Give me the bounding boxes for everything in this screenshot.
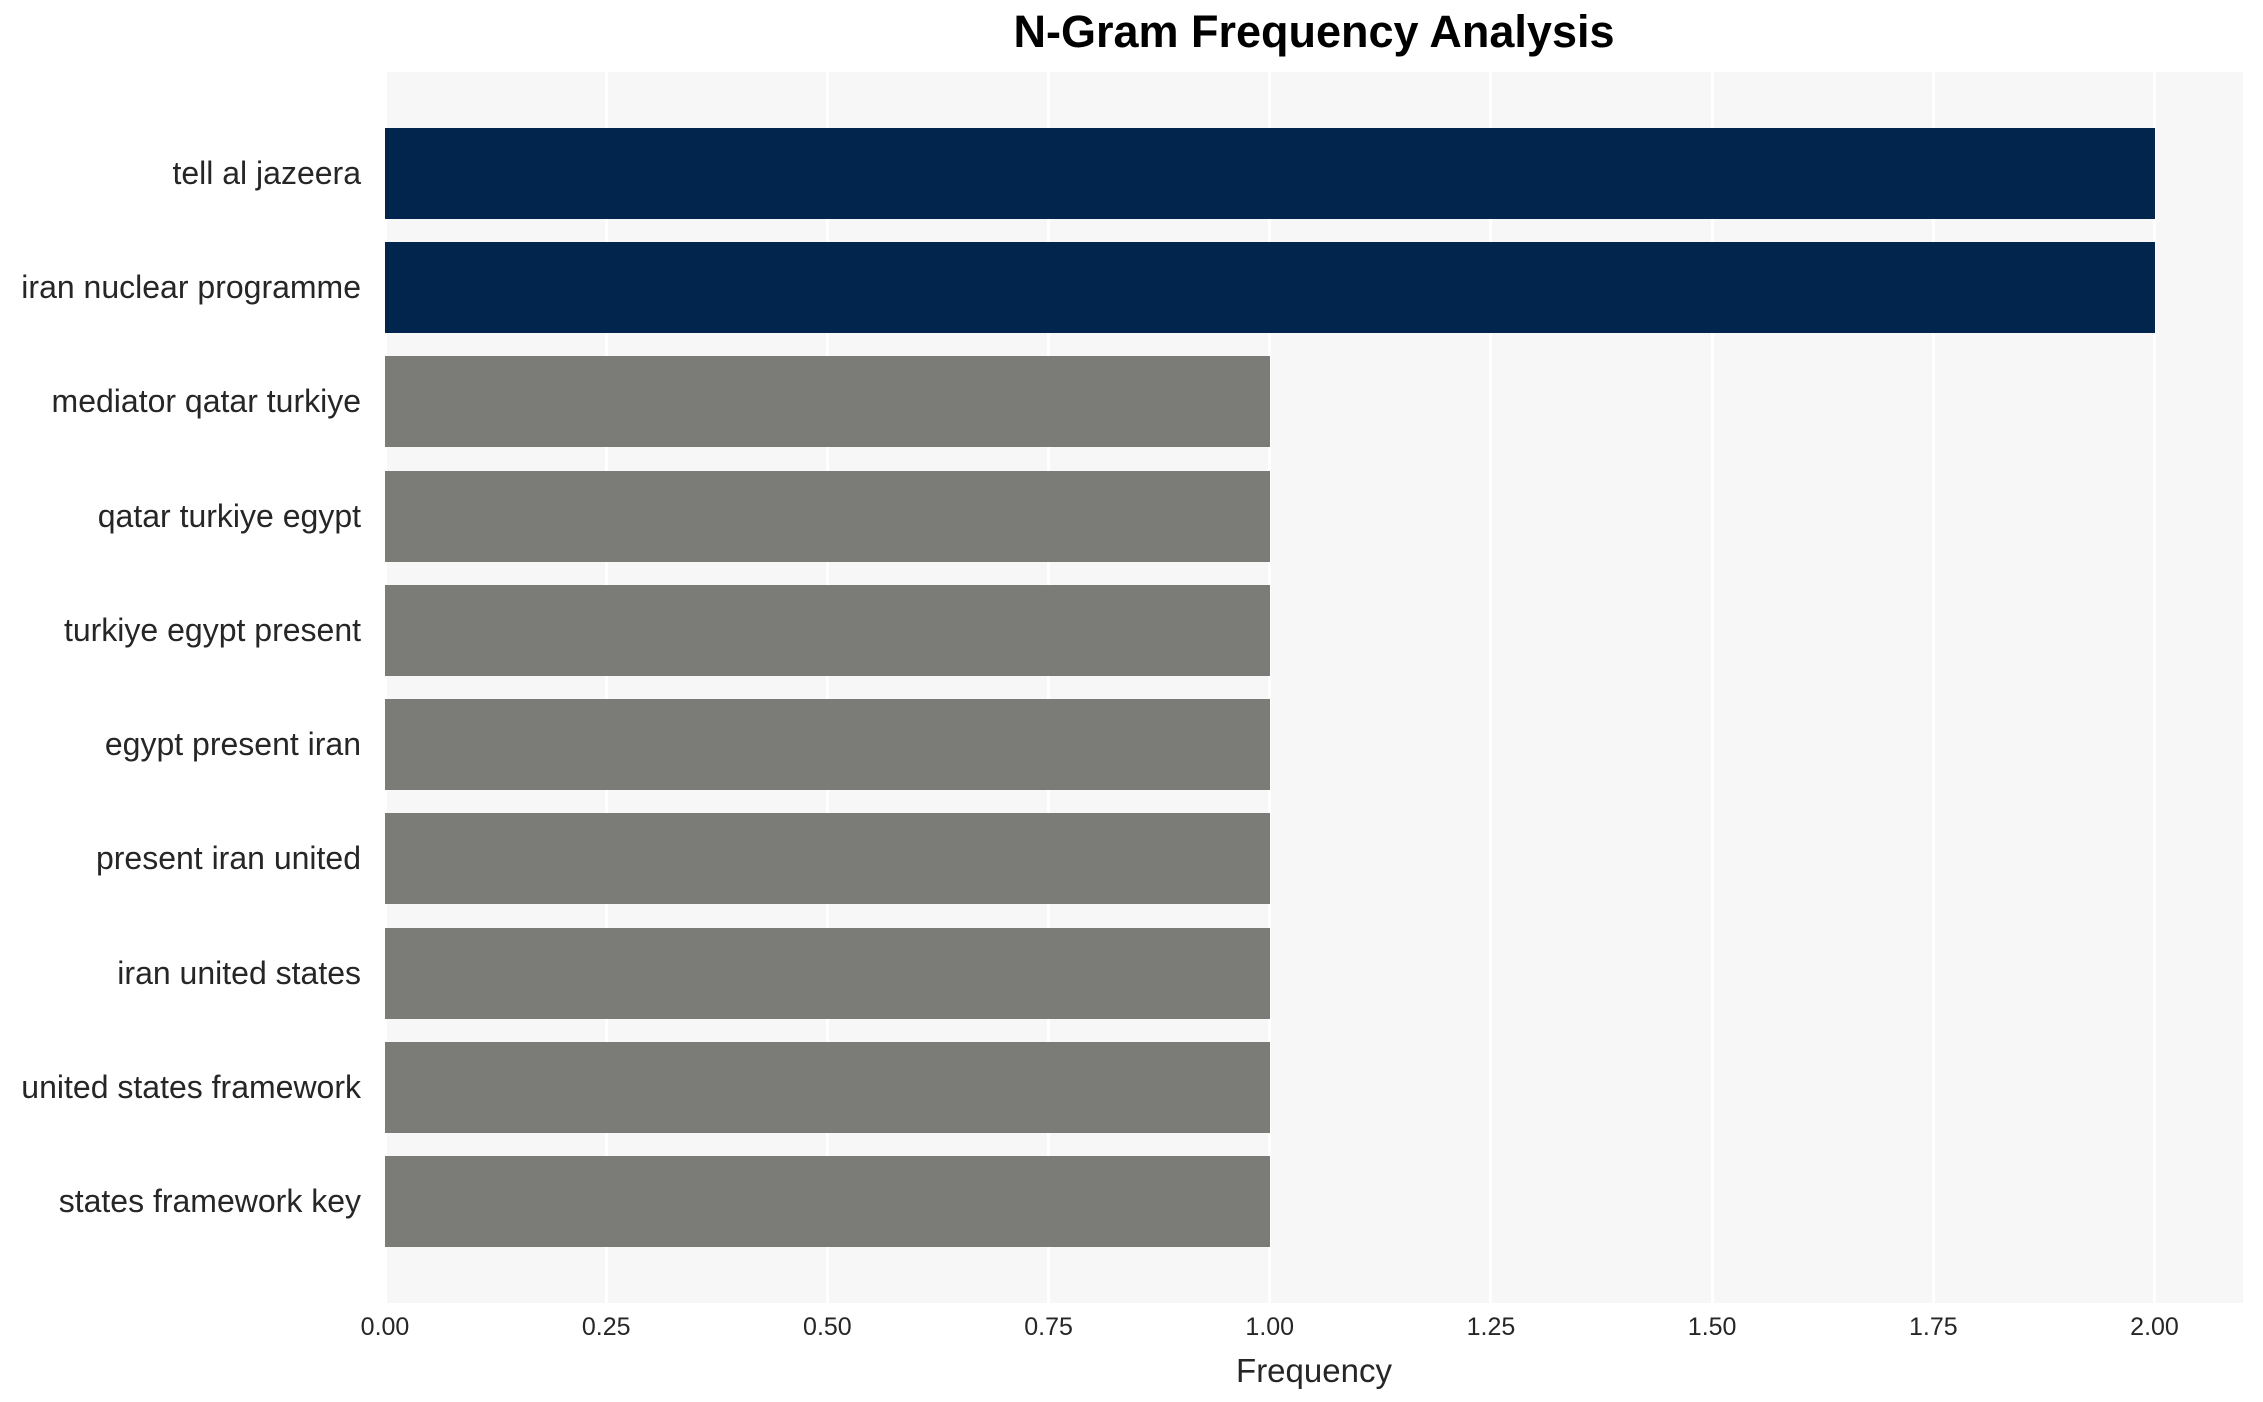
bar-row: qatar turkiye egypt xyxy=(0,470,2263,562)
y-category-label: tell al jazeera xyxy=(172,155,361,191)
bar-row: iran united states xyxy=(0,927,2263,1019)
x-tick-label: 1.75 xyxy=(1908,1313,1958,1341)
bar xyxy=(385,356,1270,448)
gridline xyxy=(825,72,829,1303)
bar-row: states framework key xyxy=(0,1155,2263,1247)
y-category-label: united states framework xyxy=(21,1068,361,1105)
x-axis-label: Frequency xyxy=(1236,1352,1392,1389)
bar-row: mediator qatar turkiye xyxy=(0,356,2263,448)
chart-title: N-Gram Frequency Analysis xyxy=(1013,6,1615,57)
y-category-label: turkiye egypt present xyxy=(63,611,361,648)
x-tick-label: 0.25 xyxy=(581,1313,631,1341)
gridline xyxy=(383,72,387,1303)
bar-row: united states framework xyxy=(0,1041,2263,1133)
bar xyxy=(385,470,1270,562)
bar-row: tell al jazeera xyxy=(0,128,2263,219)
x-tick-label: 0.00 xyxy=(360,1313,410,1341)
bar xyxy=(385,927,1270,1019)
y-category-label: qatar turkiye egypt xyxy=(97,497,361,534)
bar xyxy=(385,1041,1270,1133)
x-tick-label: 1.50 xyxy=(1687,1313,1737,1341)
bar xyxy=(385,699,1270,791)
x-tick-label: 2.00 xyxy=(2130,1313,2179,1341)
gridline xyxy=(604,72,608,1303)
bar-row: iran nuclear programme xyxy=(0,242,2263,334)
gridline xyxy=(1489,72,1493,1303)
bar xyxy=(385,813,1270,905)
y-category-label: iran united states xyxy=(117,954,361,991)
bar-row: present iran united xyxy=(0,813,2263,905)
bar-rows: tell al jazeera iran nuclear programme med… xyxy=(0,72,2263,1303)
y-category-label: egypt present iran xyxy=(104,726,361,763)
y-category-label: iran nuclear programme xyxy=(21,269,361,306)
gridline xyxy=(1047,72,1051,1303)
gridline xyxy=(2153,72,2157,1303)
y-category-label: states framework key xyxy=(58,1182,361,1219)
bar xyxy=(385,242,2155,334)
y-category-label: present iran united xyxy=(95,840,361,877)
bar-row: egypt present iran xyxy=(0,699,2263,791)
gridline xyxy=(1931,72,1935,1303)
bar xyxy=(385,584,1270,676)
x-tick-label: 1.25 xyxy=(1466,1313,1516,1341)
gridline xyxy=(1268,72,1272,1303)
x-tick-label: 0.50 xyxy=(803,1313,852,1341)
y-category-label: mediator qatar turkiye xyxy=(51,383,361,420)
bar-row: turkiye egypt present xyxy=(0,584,2263,676)
gridline xyxy=(1710,72,1714,1303)
x-tick-label: 1.00 xyxy=(1245,1313,1295,1341)
bar xyxy=(385,1155,1270,1247)
x-tick-label: 0.75 xyxy=(1024,1313,1073,1341)
bar xyxy=(385,128,2155,219)
